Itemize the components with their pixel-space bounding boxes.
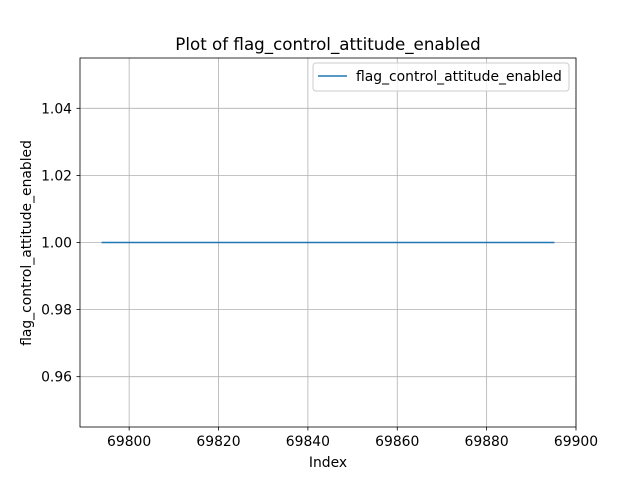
legend-frame <box>312 62 570 92</box>
x-tick-label: 69800 <box>107 434 151 450</box>
x-tick-label: 69840 <box>286 434 330 450</box>
x-tick-label: 69900 <box>554 434 598 450</box>
chart-title: Plot of flag_control_attitude_enabled <box>175 34 480 55</box>
y-tick-label: 1.04 <box>41 101 72 117</box>
x-tick-label: 69880 <box>465 434 509 450</box>
y-tick-label: 1.00 <box>41 236 72 252</box>
x-axis-ticks: 69800 69820 69840 69860 69880 69900 <box>107 427 598 450</box>
legend-entry-label: flag_control_attitude_enabled <box>356 69 562 85</box>
y-tick-label: 0.98 <box>41 303 72 319</box>
x-tick-label: 69820 <box>196 434 240 450</box>
y-tick-label: 0.96 <box>41 370 72 386</box>
x-tick-label: 69860 <box>375 434 419 450</box>
x-axis-label: Index <box>309 455 347 471</box>
y-axis-label: flag_control_attitude_enabled <box>19 140 35 346</box>
legend: flag_control_attitude_enabled <box>312 62 570 92</box>
y-tick-label: 1.02 <box>41 168 72 184</box>
y-axis-ticks: 0.96 0.98 1.00 1.02 1.04 <box>41 101 80 386</box>
